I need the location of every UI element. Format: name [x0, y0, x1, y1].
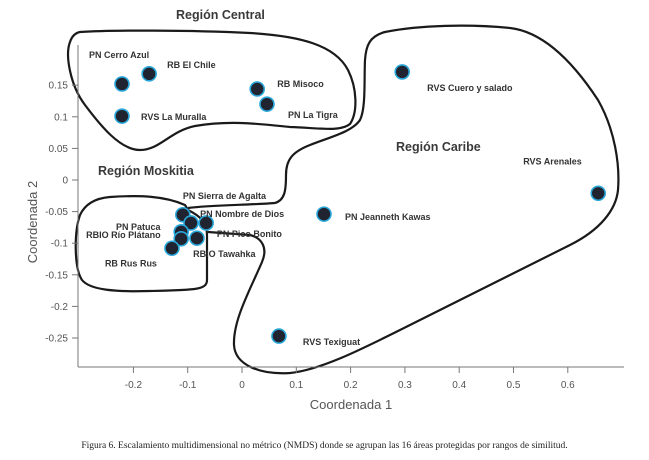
y-tick-label: -0.1 — [51, 239, 69, 250]
x-tick-label: -0.2 — [125, 380, 143, 391]
point-labels: PN Cerro Azul RB El Chile RVS La Muralla RB… — [86, 50, 582, 347]
point-label: RVS Cuero y salado — [427, 83, 513, 93]
x-tick-label: 0.2 — [344, 380, 358, 391]
contour-region-moskitia — [74, 195, 209, 293]
data-point — [164, 240, 180, 257]
point-label: RB Rus Rus — [105, 258, 157, 268]
data-point — [271, 328, 287, 344]
y-tick-label: -0.15 — [45, 270, 68, 281]
data-point — [394, 64, 410, 80]
y-axis-title: Coordenada 2 — [25, 181, 40, 263]
data-point — [590, 185, 607, 202]
data-point — [114, 76, 130, 92]
y-tick-label: 0.1 — [54, 112, 68, 123]
figure-caption: Figura 6. Escalamiento multidimensional … — [81, 441, 568, 451]
point-label: PN Sierra de Agalta — [183, 191, 267, 201]
point-label: PN La Tigra — [288, 110, 339, 120]
data-point — [259, 96, 275, 112]
data-points — [114, 64, 607, 344]
data-point — [173, 230, 189, 247]
point-label: RBIO Río Plátano — [86, 230, 161, 240]
region-label-moskitia: Región Moskitia — [98, 164, 195, 178]
x-tick-label: 0.1 — [289, 380, 303, 391]
point-label: RB Misoco — [277, 79, 324, 89]
data-point — [198, 215, 214, 231]
point-label: PN Cerro Azul — [89, 50, 149, 60]
x-tick-label: 0.5 — [507, 380, 521, 391]
point-label: PN Jeanneth Kawas — [345, 212, 431, 222]
contour-region-caribe — [187, 24, 620, 375]
x-tick-label: 0.6 — [561, 380, 575, 391]
data-point — [189, 230, 205, 246]
data-point — [249, 81, 266, 97]
x-tick-label: 0.4 — [452, 380, 466, 391]
y-tick-label: 0 — [62, 176, 68, 187]
data-point — [114, 108, 130, 124]
point-label: RBIO Tawahka — [193, 249, 256, 259]
y-tick-label: 0.15 — [49, 81, 69, 92]
region-label-caribe: Región Caribe — [396, 140, 481, 154]
point-label: PN Patuca — [116, 222, 162, 232]
contour-region-central — [67, 29, 357, 152]
point-label: PN Nombre de Dios — [200, 209, 284, 219]
data-point — [141, 66, 157, 82]
x-tick-label: 0.3 — [398, 380, 412, 391]
y-tick-label: 0.05 — [49, 144, 69, 155]
y-tick-label: -0.25 — [45, 334, 68, 345]
point-label: RVS La Muralla — [141, 112, 207, 122]
point-label: PN Pico Bonito — [217, 229, 283, 239]
point-label: RB El Chile — [167, 60, 216, 70]
x-tick-label: -0.1 — [179, 380, 197, 391]
y-tick-label: -0.05 — [45, 207, 68, 218]
data-point — [316, 206, 332, 222]
x-axis-title: Coordenada 1 — [310, 397, 392, 412]
point-label: RVS Texiguat — [303, 337, 360, 347]
region-label-central: Región Central — [176, 8, 265, 22]
x-tick-label: 0 — [239, 380, 245, 391]
axes: -0.2 -0.1 0 0.1 0.2 0.3 0.4 0.5 0.6 0.15 0.1 0.05 0 -… — [45, 45, 624, 391]
data-point — [183, 215, 199, 231]
y-tick-label: -0.2 — [51, 302, 69, 313]
point-label: RVS Arenales — [523, 156, 582, 166]
